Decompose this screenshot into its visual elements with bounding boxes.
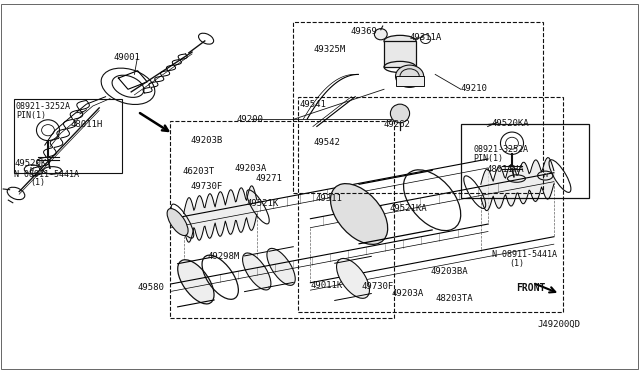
Ellipse shape xyxy=(396,65,424,87)
Text: 49311A: 49311A xyxy=(410,33,442,42)
Text: 49520K: 49520K xyxy=(14,159,46,168)
Text: 49730F: 49730F xyxy=(191,182,223,191)
Text: 49580: 49580 xyxy=(138,283,164,292)
Ellipse shape xyxy=(267,248,295,285)
Text: 49001: 49001 xyxy=(114,53,141,62)
Bar xyxy=(384,41,416,67)
Bar xyxy=(396,76,424,86)
Text: 48011HA: 48011HA xyxy=(486,165,524,174)
Text: 49730F: 49730F xyxy=(362,282,394,291)
Text: 49203A: 49203A xyxy=(392,289,424,298)
Text: 49521KA: 49521KA xyxy=(389,204,427,213)
Text: 49325M: 49325M xyxy=(314,45,346,54)
Text: 08921-3252A: 08921-3252A xyxy=(16,102,71,110)
Text: 48011H: 48011H xyxy=(70,120,102,129)
Text: J49200QD: J49200QD xyxy=(538,320,580,329)
Text: 49011K: 49011K xyxy=(310,281,342,290)
Ellipse shape xyxy=(390,104,410,123)
Text: 49210: 49210 xyxy=(461,84,488,93)
Text: 48203TA: 48203TA xyxy=(435,294,473,303)
Ellipse shape xyxy=(374,29,387,40)
Text: PIN(1): PIN(1) xyxy=(474,154,504,163)
Text: 49262: 49262 xyxy=(384,120,411,129)
Text: 49200: 49200 xyxy=(237,115,264,124)
Text: 49542: 49542 xyxy=(314,138,340,147)
Text: N: N xyxy=(30,167,34,172)
Text: 49203A: 49203A xyxy=(235,164,267,173)
Text: PIN(1): PIN(1) xyxy=(16,111,46,120)
Ellipse shape xyxy=(384,35,416,46)
Ellipse shape xyxy=(243,253,271,290)
Text: 49521K: 49521K xyxy=(246,199,278,208)
Text: 08921-3252A: 08921-3252A xyxy=(474,145,529,154)
Ellipse shape xyxy=(167,209,188,235)
Text: 49203B: 49203B xyxy=(191,136,223,145)
Text: N 08911-5441A: N 08911-5441A xyxy=(14,170,79,179)
Text: 49271: 49271 xyxy=(256,174,283,183)
Text: 49369: 49369 xyxy=(351,27,378,36)
Bar xyxy=(461,124,589,198)
Bar xyxy=(298,97,563,312)
Text: (1): (1) xyxy=(31,178,45,187)
Bar xyxy=(170,121,394,318)
Text: (1): (1) xyxy=(509,259,524,267)
Text: 49203BA: 49203BA xyxy=(430,267,468,276)
Text: N: N xyxy=(543,173,547,178)
Ellipse shape xyxy=(178,260,214,304)
Text: 49298M: 49298M xyxy=(208,252,240,261)
Ellipse shape xyxy=(337,259,369,298)
Text: FRONT: FRONT xyxy=(516,283,545,293)
Text: 46203T: 46203T xyxy=(182,167,214,176)
Text: 49520KA: 49520KA xyxy=(492,119,529,128)
Text: 49311: 49311 xyxy=(316,194,342,203)
Bar xyxy=(14,99,122,173)
Text: N 08911-5441A: N 08911-5441A xyxy=(492,250,557,259)
Ellipse shape xyxy=(330,184,388,244)
Text: 49541: 49541 xyxy=(300,100,326,109)
Bar xyxy=(293,22,543,193)
